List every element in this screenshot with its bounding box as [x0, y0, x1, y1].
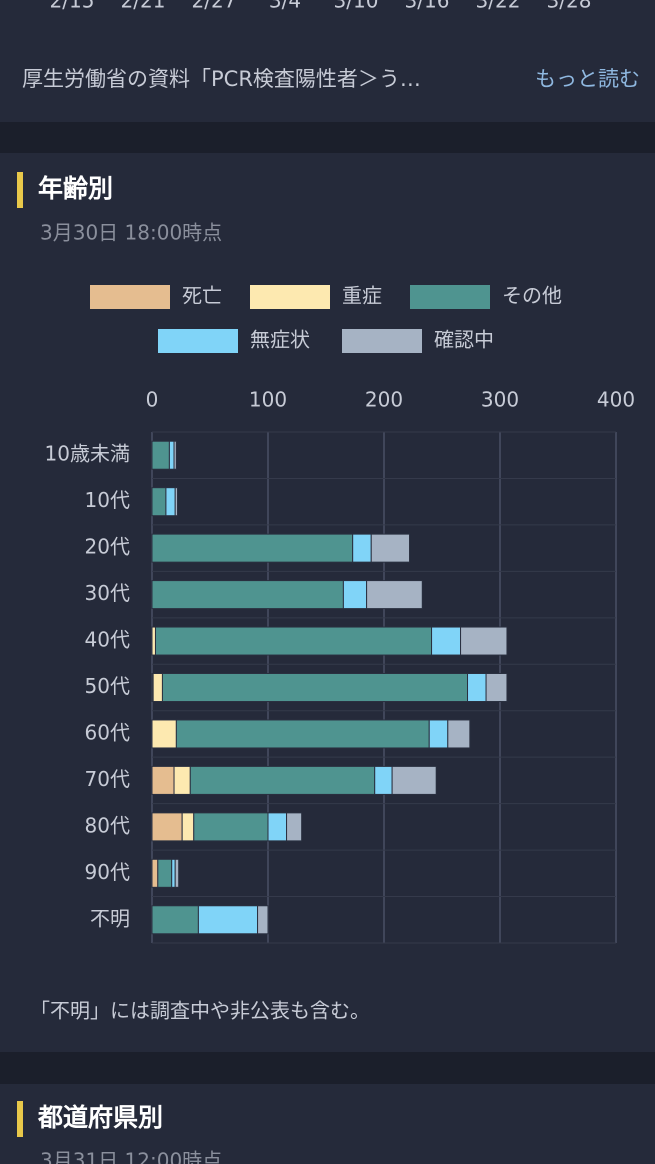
- bar-segment: [374, 765, 393, 795]
- bar-segment: [431, 626, 462, 656]
- top-card: [0, 0, 655, 122]
- y-tick-label: 50代: [85, 674, 130, 698]
- bar-segment: [352, 533, 372, 563]
- date-label: 3/16: [405, 0, 450, 13]
- bar-segment: [175, 719, 430, 749]
- section-subtitle: 3月31日 12:00時点: [40, 1149, 222, 1164]
- x-tick-label: 300: [481, 388, 519, 412]
- x-tick-label: 0: [146, 388, 159, 412]
- bar-segment: [460, 626, 508, 656]
- bar-segment: [168, 440, 175, 470]
- x-tick-label: 400: [597, 388, 635, 412]
- bar-segment: [257, 905, 269, 935]
- y-tick-label: 20代: [85, 535, 130, 559]
- section-subtitle: 3月30日 18:00時点: [40, 221, 222, 245]
- bar-segment: [151, 905, 199, 935]
- bar-segment: [165, 487, 176, 517]
- y-tick-label: 70代: [85, 767, 130, 791]
- bar-segment: [173, 440, 177, 470]
- legend-label: 重症: [342, 284, 382, 308]
- bar-segment: [151, 580, 344, 610]
- bar-segment: [391, 765, 437, 795]
- bar-segment: [157, 858, 173, 888]
- x-tick-label: 200: [365, 388, 403, 412]
- bar-segment: [151, 812, 183, 842]
- bar-segment: [447, 719, 471, 749]
- bar-segment: [173, 765, 191, 795]
- bar-segment: [370, 533, 411, 563]
- pref-card: [0, 1084, 655, 1164]
- date-label: 3/10: [334, 0, 379, 13]
- date-label: 3/22: [476, 0, 521, 13]
- bar-segment: [151, 765, 175, 795]
- legend-swatch: [342, 329, 422, 353]
- y-tick-label: 30代: [85, 581, 130, 605]
- date-label: 3/28: [547, 0, 592, 13]
- legend-label: その他: [502, 284, 562, 308]
- bar-segment: [154, 626, 433, 656]
- y-tick-label: 不明: [90, 906, 130, 930]
- bar-segment: [151, 626, 156, 656]
- bar-segment: [189, 765, 376, 795]
- date-label: 2/27: [192, 0, 237, 13]
- x-tick-label: 100: [249, 388, 287, 412]
- legend-swatch: [410, 285, 490, 309]
- bar-segment: [428, 719, 449, 749]
- y-tick-label: 10歳未満: [45, 442, 130, 466]
- bar-segment: [193, 812, 269, 842]
- y-tick-label: 90代: [85, 860, 130, 884]
- bar-segment: [161, 673, 469, 702]
- y-tick-label: 80代: [85, 813, 130, 837]
- accent-bar: [17, 1101, 23, 1137]
- date-label: 2/21: [121, 0, 166, 13]
- bar-segment: [286, 812, 303, 842]
- bar-segment: [171, 858, 176, 888]
- legend-label: 無症状: [250, 328, 310, 352]
- bar-segment: [342, 580, 368, 610]
- bar-segment: [152, 673, 163, 702]
- date-label: 2/15: [50, 0, 95, 13]
- bar-segment: [485, 673, 508, 702]
- bar-segment: [151, 719, 177, 749]
- accent-bar: [17, 172, 23, 208]
- section-title: 都道府県別: [37, 1103, 163, 1132]
- legend-label: 確認中: [434, 328, 494, 352]
- y-tick-label: 10代: [85, 488, 130, 512]
- legend-swatch: [90, 285, 170, 309]
- bar-segment: [151, 533, 354, 563]
- bar-segment: [151, 440, 170, 470]
- source-text: 厚生労働省の資料「PCR検査陽性者＞う…: [22, 67, 421, 91]
- bar-segment: [174, 858, 180, 888]
- bar-segment: [151, 858, 159, 888]
- legend-swatch: [250, 285, 330, 309]
- bar-segment: [197, 905, 259, 935]
- y-tick-label: 40代: [85, 628, 130, 652]
- chart-note: 「不明」には調査中や非公表も含む。: [30, 999, 370, 1023]
- more-link[interactable]: もっと読む: [535, 67, 640, 91]
- date-label: 3/4: [269, 0, 301, 13]
- y-tick-label: 60代: [85, 720, 130, 744]
- bar-segment: [267, 812, 288, 842]
- bar-segment: [366, 580, 423, 610]
- bar-segment: [174, 487, 179, 517]
- bar-segment: [151, 487, 167, 517]
- section-title: 年齢別: [38, 174, 113, 203]
- bar-segment: [181, 812, 195, 842]
- legend-label: 死亡: [182, 284, 222, 308]
- bar-segment: [467, 673, 487, 702]
- legend-swatch: [158, 329, 238, 353]
